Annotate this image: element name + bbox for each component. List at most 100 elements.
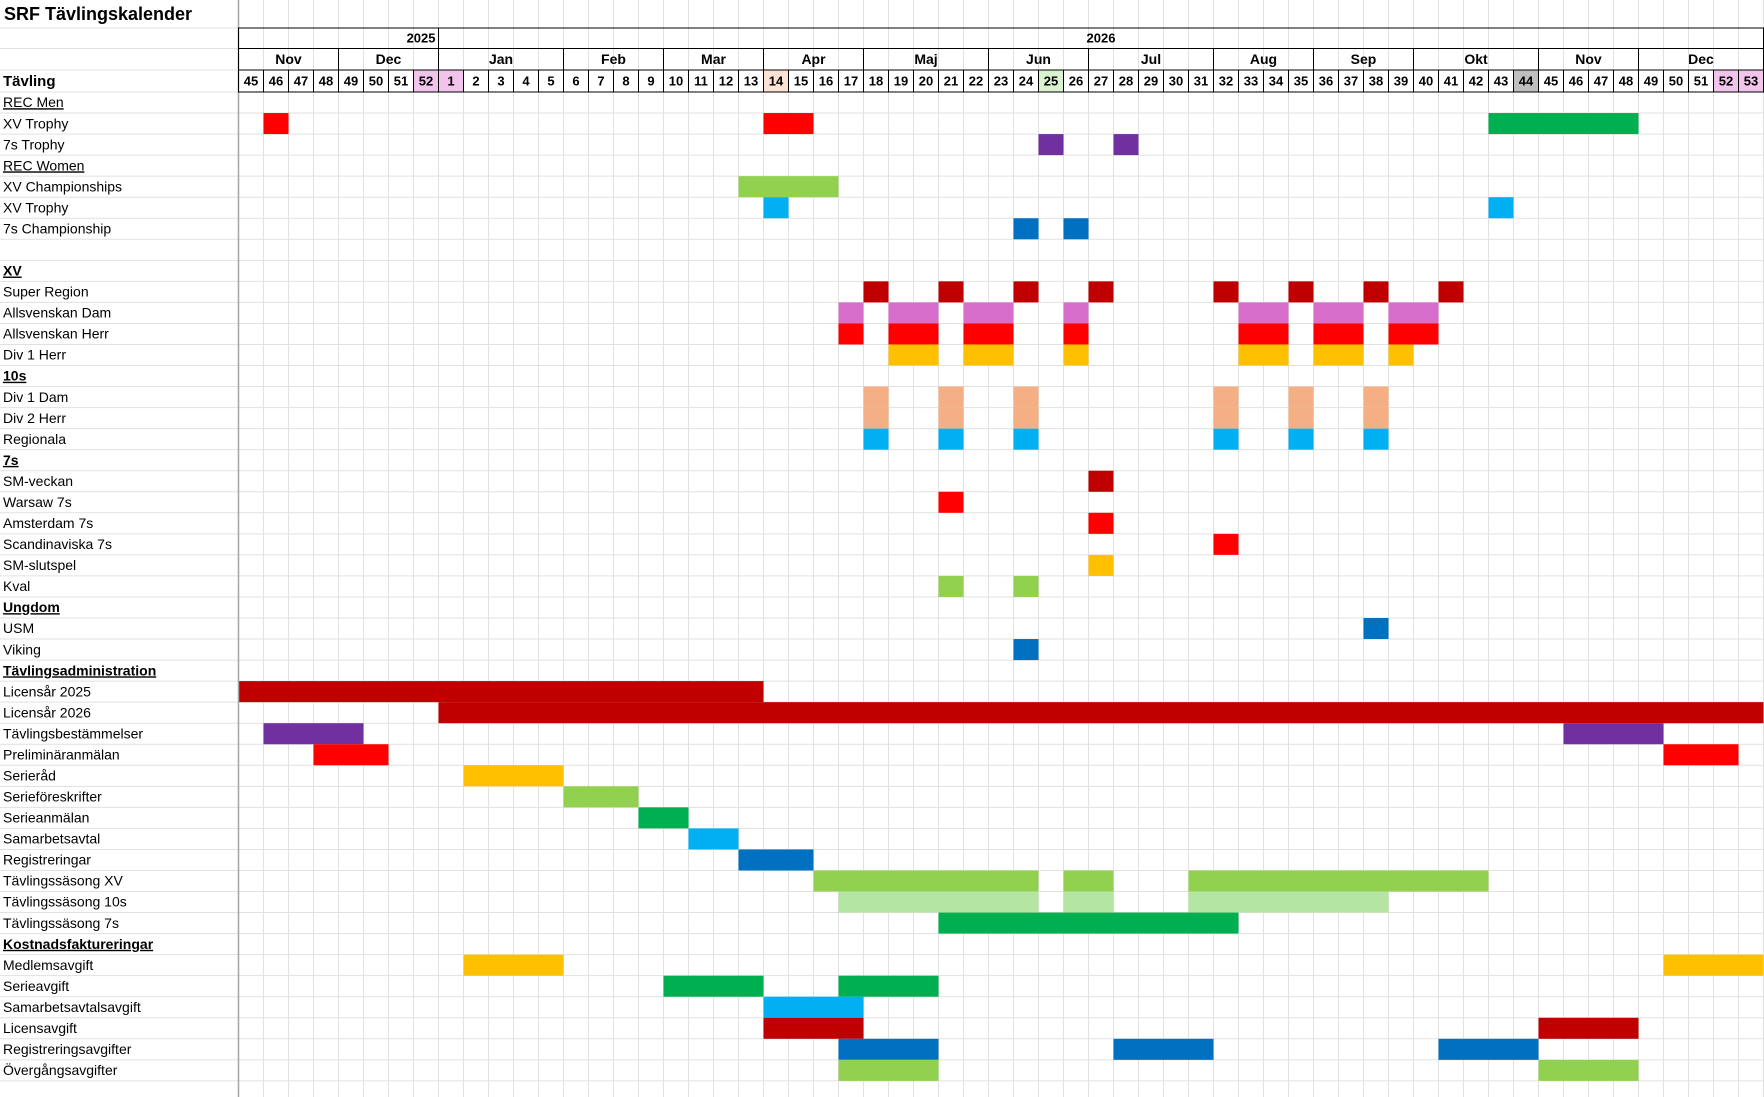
week-label: 45	[244, 73, 258, 88]
week-label: 47	[1594, 73, 1608, 88]
month-label: Dec	[1688, 51, 1714, 67]
schedule-bar	[863, 386, 889, 408]
row-label: Tävlingssäsong XV	[3, 873, 124, 889]
schedule-bar	[1013, 281, 1039, 303]
schedule-bar	[938, 912, 1239, 934]
month-label: Apr	[801, 51, 826, 67]
row-label: Viking	[3, 641, 41, 657]
schedule-bar	[963, 344, 1014, 366]
schedule-bar	[838, 302, 864, 324]
schedule-bar	[563, 786, 639, 808]
week-label: 44	[1519, 73, 1534, 88]
schedule-bar	[1313, 302, 1364, 324]
schedule-bar	[1538, 1017, 1639, 1039]
schedule-bar	[838, 1059, 939, 1081]
schedule-bar	[1013, 407, 1039, 429]
schedule-bar	[1313, 344, 1364, 366]
week-label: 10	[669, 73, 683, 88]
week-label: 15	[794, 73, 808, 88]
schedule-bar	[688, 828, 739, 850]
schedule-bar	[1213, 407, 1239, 429]
week-highlight	[1038, 70, 1064, 92]
week-label: 25	[1044, 73, 1058, 88]
schedule-bar	[1313, 323, 1364, 345]
week-label: 31	[1194, 73, 1208, 88]
week-label: 22	[969, 73, 983, 88]
month-label: Jun	[1026, 51, 1051, 67]
row-label: Preliminäranmälan	[3, 746, 120, 762]
schedule-bar	[1063, 302, 1089, 324]
schedule-bar	[1363, 407, 1389, 429]
schedule-bar	[1388, 323, 1439, 345]
schedule-bar	[1288, 386, 1314, 408]
row-label: 7s Trophy	[3, 136, 64, 152]
schedule-bar	[1063, 870, 1114, 892]
schedule-bar	[1013, 639, 1039, 661]
schedule-bar	[1188, 891, 1389, 913]
schedule-bar	[1013, 575, 1039, 597]
row-label: Kval	[3, 578, 30, 594]
schedule-bar	[863, 281, 889, 303]
schedule-bar	[1063, 891, 1114, 913]
month-label: Nov	[275, 51, 302, 67]
schedule-bar	[763, 996, 864, 1018]
row-label: Regionala	[3, 431, 66, 447]
week-label: 37	[1344, 73, 1358, 88]
week-label: 7	[597, 73, 604, 88]
week-label: 20	[919, 73, 933, 88]
week-label: 39	[1394, 73, 1408, 88]
week-label: 16	[819, 73, 833, 88]
schedule-bar	[1238, 323, 1289, 345]
week-label: 42	[1469, 73, 1483, 88]
schedule-bar	[738, 176, 839, 198]
row-label: Medlemsavgift	[3, 957, 93, 973]
week-label: 41	[1444, 73, 1458, 88]
row-label: Div 1 Herr	[3, 347, 66, 363]
row-label: Ungdom	[3, 599, 60, 615]
schedule-bar	[1113, 1038, 1214, 1060]
schedule-bar	[888, 344, 939, 366]
week-label: 52	[1719, 73, 1733, 88]
row-label: Samarbetsavtalsavgift	[3, 999, 141, 1015]
header-label: Tävling	[3, 73, 56, 90]
schedule-bar	[1063, 344, 1089, 366]
week-label: 46	[1569, 73, 1583, 88]
row-label: Div 2 Herr	[3, 410, 66, 426]
schedule-bar	[463, 954, 564, 976]
month-label: Sep	[1351, 51, 1377, 67]
row-label: Registreringsavgifter	[3, 1041, 132, 1057]
schedule-bar	[1363, 428, 1389, 450]
week-label: 30	[1169, 73, 1183, 88]
schedule-bar	[1013, 386, 1039, 408]
schedule-bar	[863, 407, 889, 429]
row-label: XV Trophy	[3, 199, 68, 215]
month-label: Dec	[376, 51, 402, 67]
row-label: Registreringar	[3, 852, 91, 868]
year-label: 2026	[1087, 31, 1116, 46]
month-label: Aug	[1250, 51, 1277, 67]
row-label: Scandinaviska 7s	[3, 536, 112, 552]
schedule-bar	[1188, 870, 1489, 892]
row-label: 7s Championship	[3, 220, 111, 236]
schedule-bar	[1038, 134, 1064, 156]
row-label: Div 1 Dam	[3, 389, 68, 405]
week-label: 9	[647, 73, 654, 88]
month-label: Nov	[1575, 51, 1602, 67]
week-label: 34	[1269, 73, 1284, 88]
schedule-bar	[938, 575, 964, 597]
schedule-bar	[1213, 386, 1239, 408]
week-label: 47	[294, 73, 308, 88]
row-label: Samarbetsavtal	[3, 831, 100, 847]
week-label: 4	[522, 73, 530, 88]
week-highlight	[1738, 70, 1764, 92]
schedule-bar	[313, 744, 389, 766]
row-label: XV	[3, 263, 22, 279]
schedule-bar	[1063, 218, 1089, 240]
week-label: 49	[1644, 73, 1658, 88]
schedule-bar	[938, 428, 964, 450]
schedule-bar	[263, 723, 364, 745]
row-label: SM-slutspel	[3, 557, 76, 573]
schedule-bar	[1538, 1059, 1639, 1081]
month-label: Jan	[489, 51, 513, 67]
week-label: 19	[894, 73, 908, 88]
